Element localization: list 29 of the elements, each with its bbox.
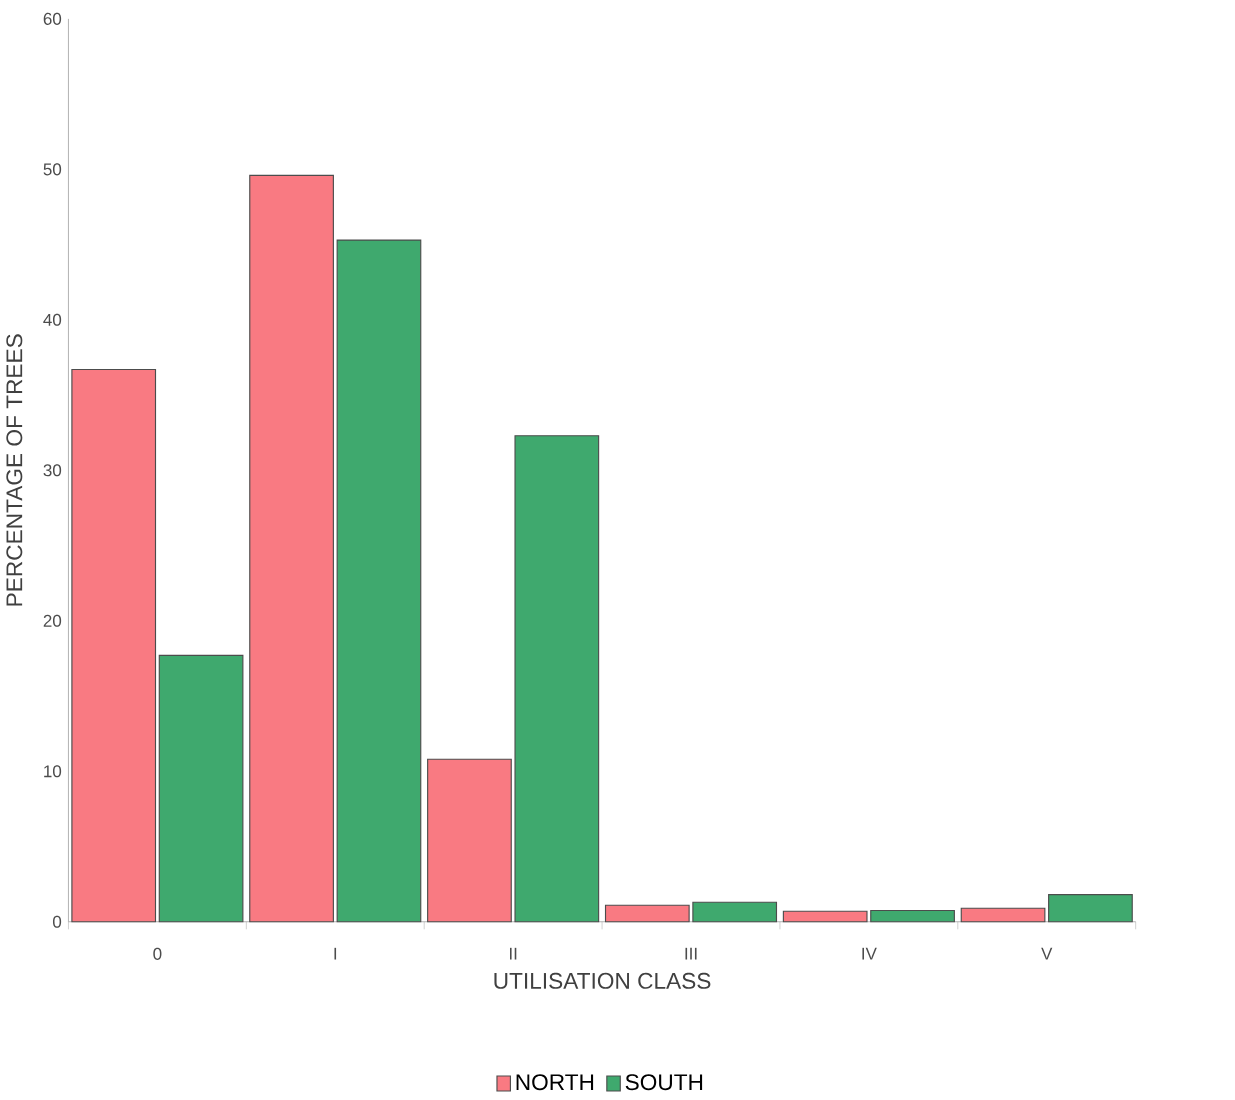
bar [782, 910, 868, 923]
bar [336, 239, 422, 923]
bar [249, 174, 334, 923]
x-axis-title: UTILISATION CLASS [494, 972, 711, 989]
y-axis-title: PERCENTAGE OF TREES [6, 334, 23, 606]
x-tick-label: I [334, 947, 337, 960]
x-tick-label: II [509, 947, 517, 960]
bar [158, 654, 244, 923]
y-tick-label: 10 [44, 765, 62, 778]
bar [604, 904, 690, 923]
x-tick-label: 0 [153, 947, 162, 960]
bar [960, 907, 1046, 923]
bar [1048, 893, 1133, 923]
bar [427, 758, 512, 923]
y-tick-label: 50 [43, 163, 62, 176]
x-tick-label: V [1041, 947, 1053, 960]
y-tick-label: 40 [43, 313, 62, 326]
y-tick-label: 60 [43, 12, 62, 25]
bar [692, 901, 778, 923]
y-tick-label: 30 [43, 464, 62, 477]
x-tick-label: IV [862, 947, 877, 960]
legend-label: SOUTH [625, 1073, 703, 1091]
bar [71, 368, 157, 923]
legend-label: NORTH [516, 1073, 594, 1091]
bar [870, 909, 955, 923]
x-tick-label: III [685, 947, 697, 960]
y-tick-label: 20 [43, 614, 62, 627]
bar [514, 434, 600, 923]
y-tick-label: 0 [52, 915, 62, 928]
